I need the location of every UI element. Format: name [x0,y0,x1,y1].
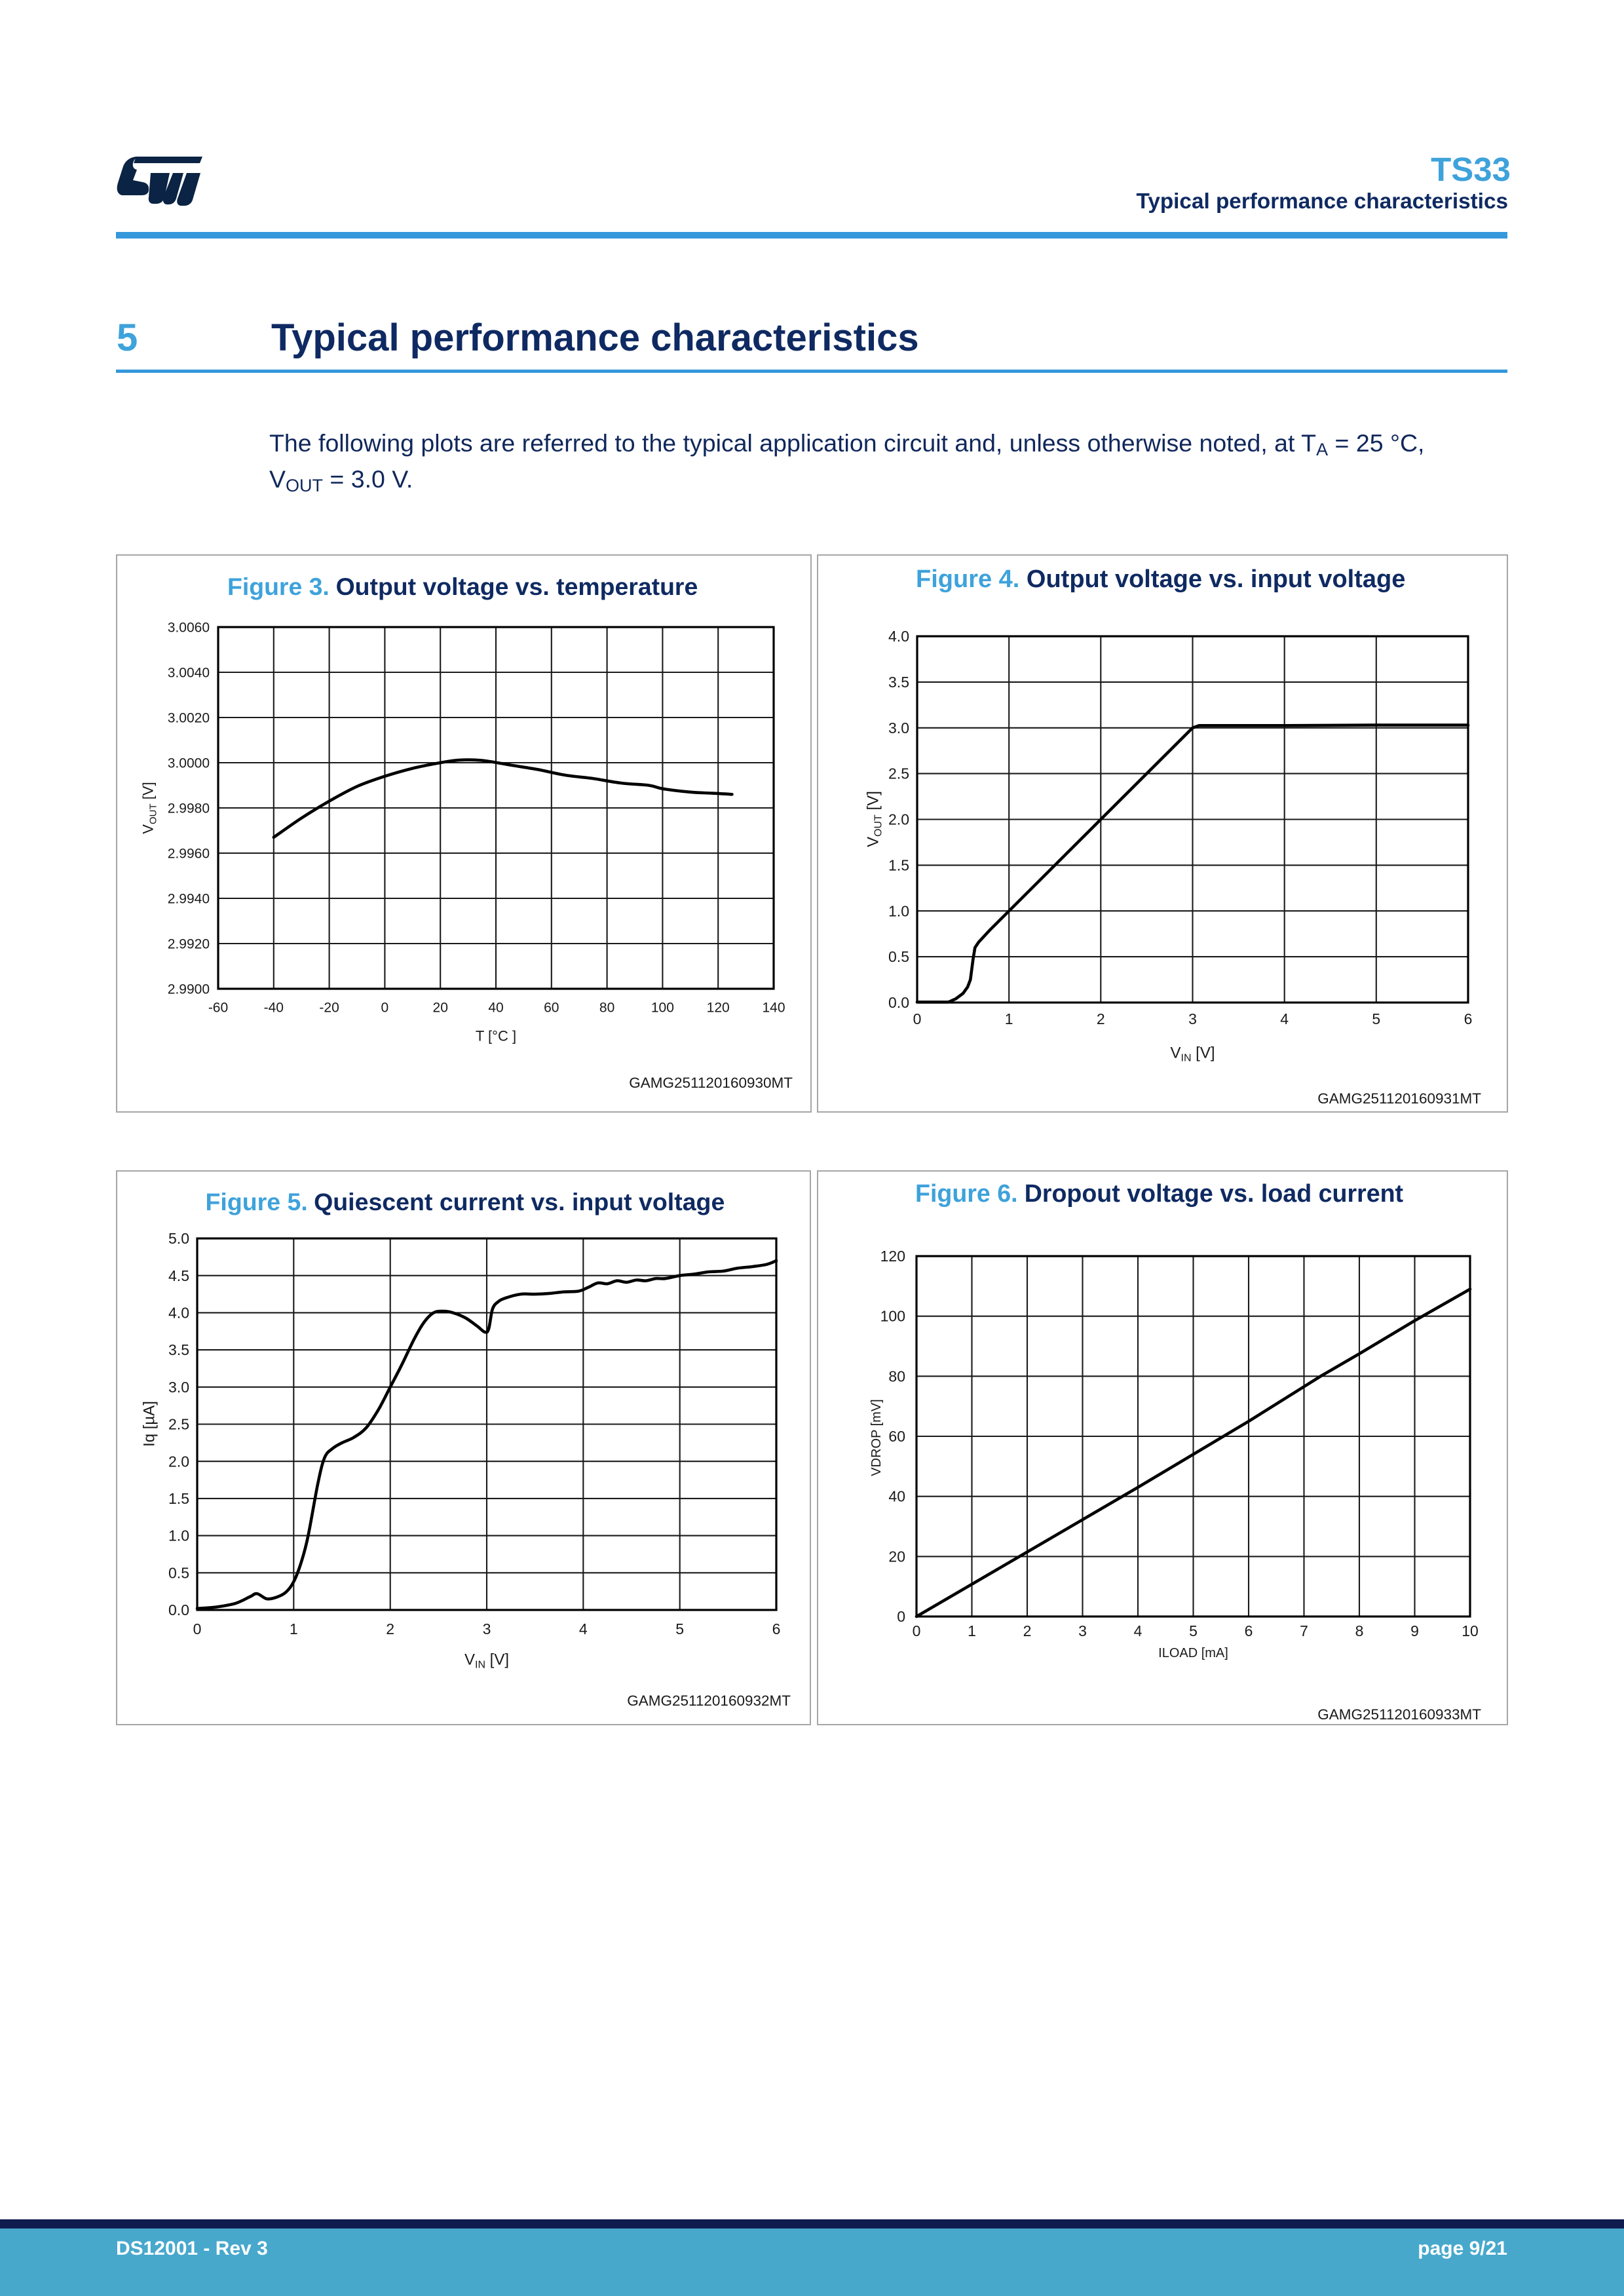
svg-text:120: 120 [707,1000,730,1015]
svg-text:Quiescent current vs. input vo: Quiescent current vs. input voltage [314,1188,725,1215]
svg-text:0: 0 [913,1622,921,1639]
svg-text:1.5: 1.5 [168,1490,189,1507]
svg-text:0.5: 0.5 [888,948,909,965]
svg-text:1.0: 1.0 [888,902,909,919]
svg-text:6: 6 [772,1620,781,1637]
svg-text:-40: -40 [264,1000,284,1015]
svg-text:0.0: 0.0 [888,994,909,1011]
svg-text:4: 4 [1134,1622,1142,1639]
svg-text:4: 4 [1280,1010,1289,1027]
svg-text:GAMG251120160933MT: GAMG251120160933MT [1317,1706,1481,1723]
svg-text:5: 5 [675,1620,684,1637]
svg-text:2.0: 2.0 [888,811,909,828]
svg-text:1: 1 [290,1620,298,1637]
svg-text:3.5: 3.5 [888,674,909,691]
svg-text:2: 2 [1097,1010,1105,1027]
svg-text:1.5: 1.5 [888,856,909,873]
svg-text:100: 100 [651,1000,674,1015]
svg-text:Output voltage vs. temperature: Output voltage vs. temperature [336,573,698,600]
svg-text:GAMG251120160932MT: GAMG251120160932MT [627,1693,791,1709]
svg-text:0: 0 [193,1620,202,1637]
svg-text:60: 60 [888,1428,905,1445]
svg-text:2.5: 2.5 [888,765,909,782]
svg-text:Figure 6.: Figure 6. [915,1179,1018,1207]
svg-text:VDROP [mV]: VDROP [mV] [869,1399,884,1476]
svg-text:2.9900: 2.9900 [168,982,210,997]
svg-text:3.0: 3.0 [888,719,909,737]
svg-text:3.0: 3.0 [168,1379,189,1396]
svg-text:VOUT [V]: VOUT [V] [864,791,884,847]
svg-text:ILOAD [mA]: ILOAD [mA] [1158,1646,1228,1660]
svg-text:T [°C ]: T [°C ] [476,1028,516,1044]
svg-text:Iq [µA]: Iq [µA] [140,1401,158,1447]
svg-text:3.0040: 3.0040 [168,665,210,680]
svg-text:1.0: 1.0 [168,1527,189,1544]
svg-text:0: 0 [897,1608,905,1625]
svg-text:100: 100 [880,1308,905,1325]
svg-text:VOUT [V]: VOUT [V] [140,782,159,833]
svg-text:1: 1 [1005,1010,1013,1027]
svg-text:10: 10 [1462,1622,1479,1639]
svg-text:2.5: 2.5 [168,1416,189,1433]
svg-text:3: 3 [1078,1622,1087,1639]
svg-text:4.0: 4.0 [888,628,909,645]
svg-text:VIN [V]: VIN [V] [1170,1044,1215,1063]
svg-text:4.0: 4.0 [168,1305,189,1322]
svg-text:40: 40 [888,1488,905,1505]
svg-text:2: 2 [1023,1622,1032,1639]
svg-text:Figure 4.: Figure 4. [916,565,1019,593]
svg-text:80: 80 [599,1000,614,1015]
svg-text:5: 5 [1372,1010,1380,1027]
svg-text:2.9920: 2.9920 [168,936,210,951]
svg-text:2: 2 [386,1620,394,1637]
svg-text:Figure 5.: Figure 5. [206,1188,308,1215]
svg-text:4: 4 [579,1620,588,1637]
svg-text:7: 7 [1300,1622,1308,1639]
svg-text:4.5: 4.5 [168,1267,189,1284]
svg-text:6: 6 [1245,1622,1253,1639]
svg-text:20: 20 [433,1000,448,1015]
svg-text:3.0000: 3.0000 [168,756,210,771]
svg-text:2.9940: 2.9940 [168,891,210,906]
svg-text:2.9960: 2.9960 [168,846,210,861]
svg-text:0.5: 0.5 [168,1564,189,1581]
svg-text:6: 6 [1464,1010,1473,1027]
svg-text:0: 0 [381,1000,389,1015]
svg-text:GAMG251120160930MT: GAMG251120160930MT [629,1075,793,1091]
svg-text:3: 3 [483,1620,491,1637]
svg-text:-60: -60 [208,1000,228,1015]
svg-text:2.0: 2.0 [168,1453,189,1470]
svg-text:0.0: 0.0 [168,1601,189,1618]
svg-text:Dropout voltage vs. load curre: Dropout voltage vs. load current [1025,1179,1404,1207]
svg-text:VIN [V]: VIN [V] [464,1651,509,1670]
svg-text:2.9980: 2.9980 [168,801,210,816]
svg-text:140: 140 [762,1000,785,1015]
svg-text:Output voltage vs. input volta: Output voltage vs. input voltage [1027,565,1405,593]
svg-text:Figure 3.: Figure 3. [227,573,330,600]
svg-text:80: 80 [888,1368,905,1385]
svg-text:40: 40 [488,1000,503,1015]
svg-text:0: 0 [913,1010,922,1027]
svg-text:5: 5 [1189,1622,1198,1639]
svg-text:1: 1 [968,1622,976,1639]
svg-text:20: 20 [888,1548,905,1565]
svg-text:9: 9 [1410,1622,1419,1639]
svg-text:3.0060: 3.0060 [168,620,210,635]
svg-text:5.0: 5.0 [168,1230,189,1247]
svg-text:-20: -20 [319,1000,339,1015]
svg-text:60: 60 [544,1000,559,1015]
svg-text:GAMG251120160931MT: GAMG251120160931MT [1317,1090,1481,1107]
svg-text:8: 8 [1355,1622,1364,1639]
svg-text:3.5: 3.5 [168,1341,189,1358]
svg-text:120: 120 [880,1248,905,1265]
svg-text:3.0020: 3.0020 [168,710,210,725]
svg-text:3: 3 [1188,1010,1197,1027]
